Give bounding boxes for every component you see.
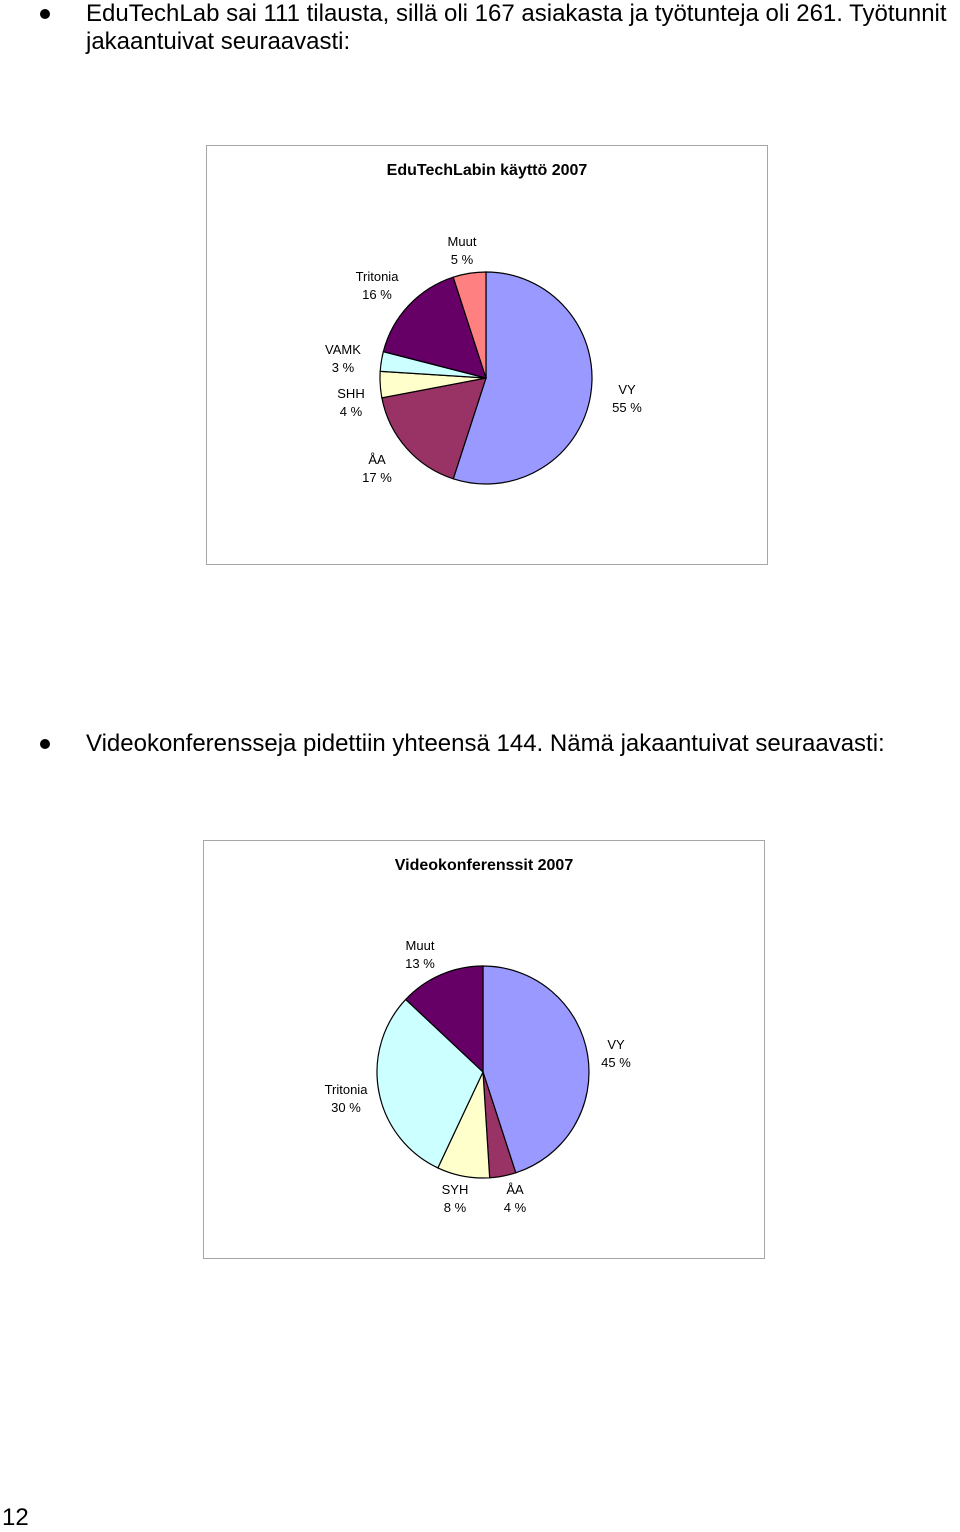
chart-edutechlab-usage: EduTechLabin käyttö 2007 VY 55 % ÅA 17 % SHH 4… [206, 145, 768, 565]
slice-label-aa: ÅA 4 % [504, 1182, 527, 1215]
pie-slice-vy [482, 965, 590, 1174]
slice-label-aa: ÅA 17 % [362, 452, 392, 485]
slice-label-syh: SYH 8 % [442, 1182, 469, 1215]
chart-videoconferences: Videokonferenssit 2007 VY 45 % ÅA 4 % SYH 8 % T… [203, 840, 765, 1259]
bullet-paragraph-edutechlab: EduTechLab sai 111 tilausta, sillä oli 1… [40, 0, 956, 56]
pie-slice-vy [452, 271, 593, 485]
slice-label-tritonia: Tritonia 16 % [356, 269, 400, 302]
page-number: 12 [2, 1504, 29, 1531]
slice-label-muut: Muut 5 % [448, 234, 477, 267]
bullet-text: Videokonferensseja pidettiin yhteensä 14… [86, 730, 885, 757]
slice-label-muut: Muut 13 % [405, 938, 435, 971]
slice-label-vy: VY 55 % [612, 382, 642, 415]
bullet-text: EduTechLab sai 111 tilausta, sillä oli 1… [86, 0, 947, 55]
pie-slice-muut [404, 965, 484, 1074]
slice-label-vy: VY 45 % [601, 1037, 631, 1070]
bullet-dot-icon [40, 739, 50, 749]
slice-label-tritonia: Tritonia 30 % [325, 1082, 369, 1115]
pie-chart-svg: Videokonferenssit 2007 VY 45 % ÅA 4 % SYH 8 % T… [325, 857, 632, 1215]
pie-slice-aa [381, 377, 487, 480]
pie-chart-svg: EduTechLabin käyttö 2007 VY 55 % ÅA 17 % SHH 4… [325, 162, 642, 485]
pie-slice-muut [452, 271, 487, 379]
bullet-dot-icon [40, 9, 50, 19]
chart-title: Videokonferenssit 2007 [395, 857, 574, 874]
slice-label-shh: SHH 4 % [337, 386, 364, 419]
pie-slice-tritonia [382, 276, 487, 379]
chart-title: EduTechLabin käyttö 2007 [387, 162, 588, 179]
slice-label-vamk: VAMK 3 % [325, 342, 361, 375]
pie-slice-tritonia [376, 998, 484, 1169]
bullet-paragraph-videoconferences: Videokonferensseja pidettiin yhteensä 14… [40, 730, 956, 758]
